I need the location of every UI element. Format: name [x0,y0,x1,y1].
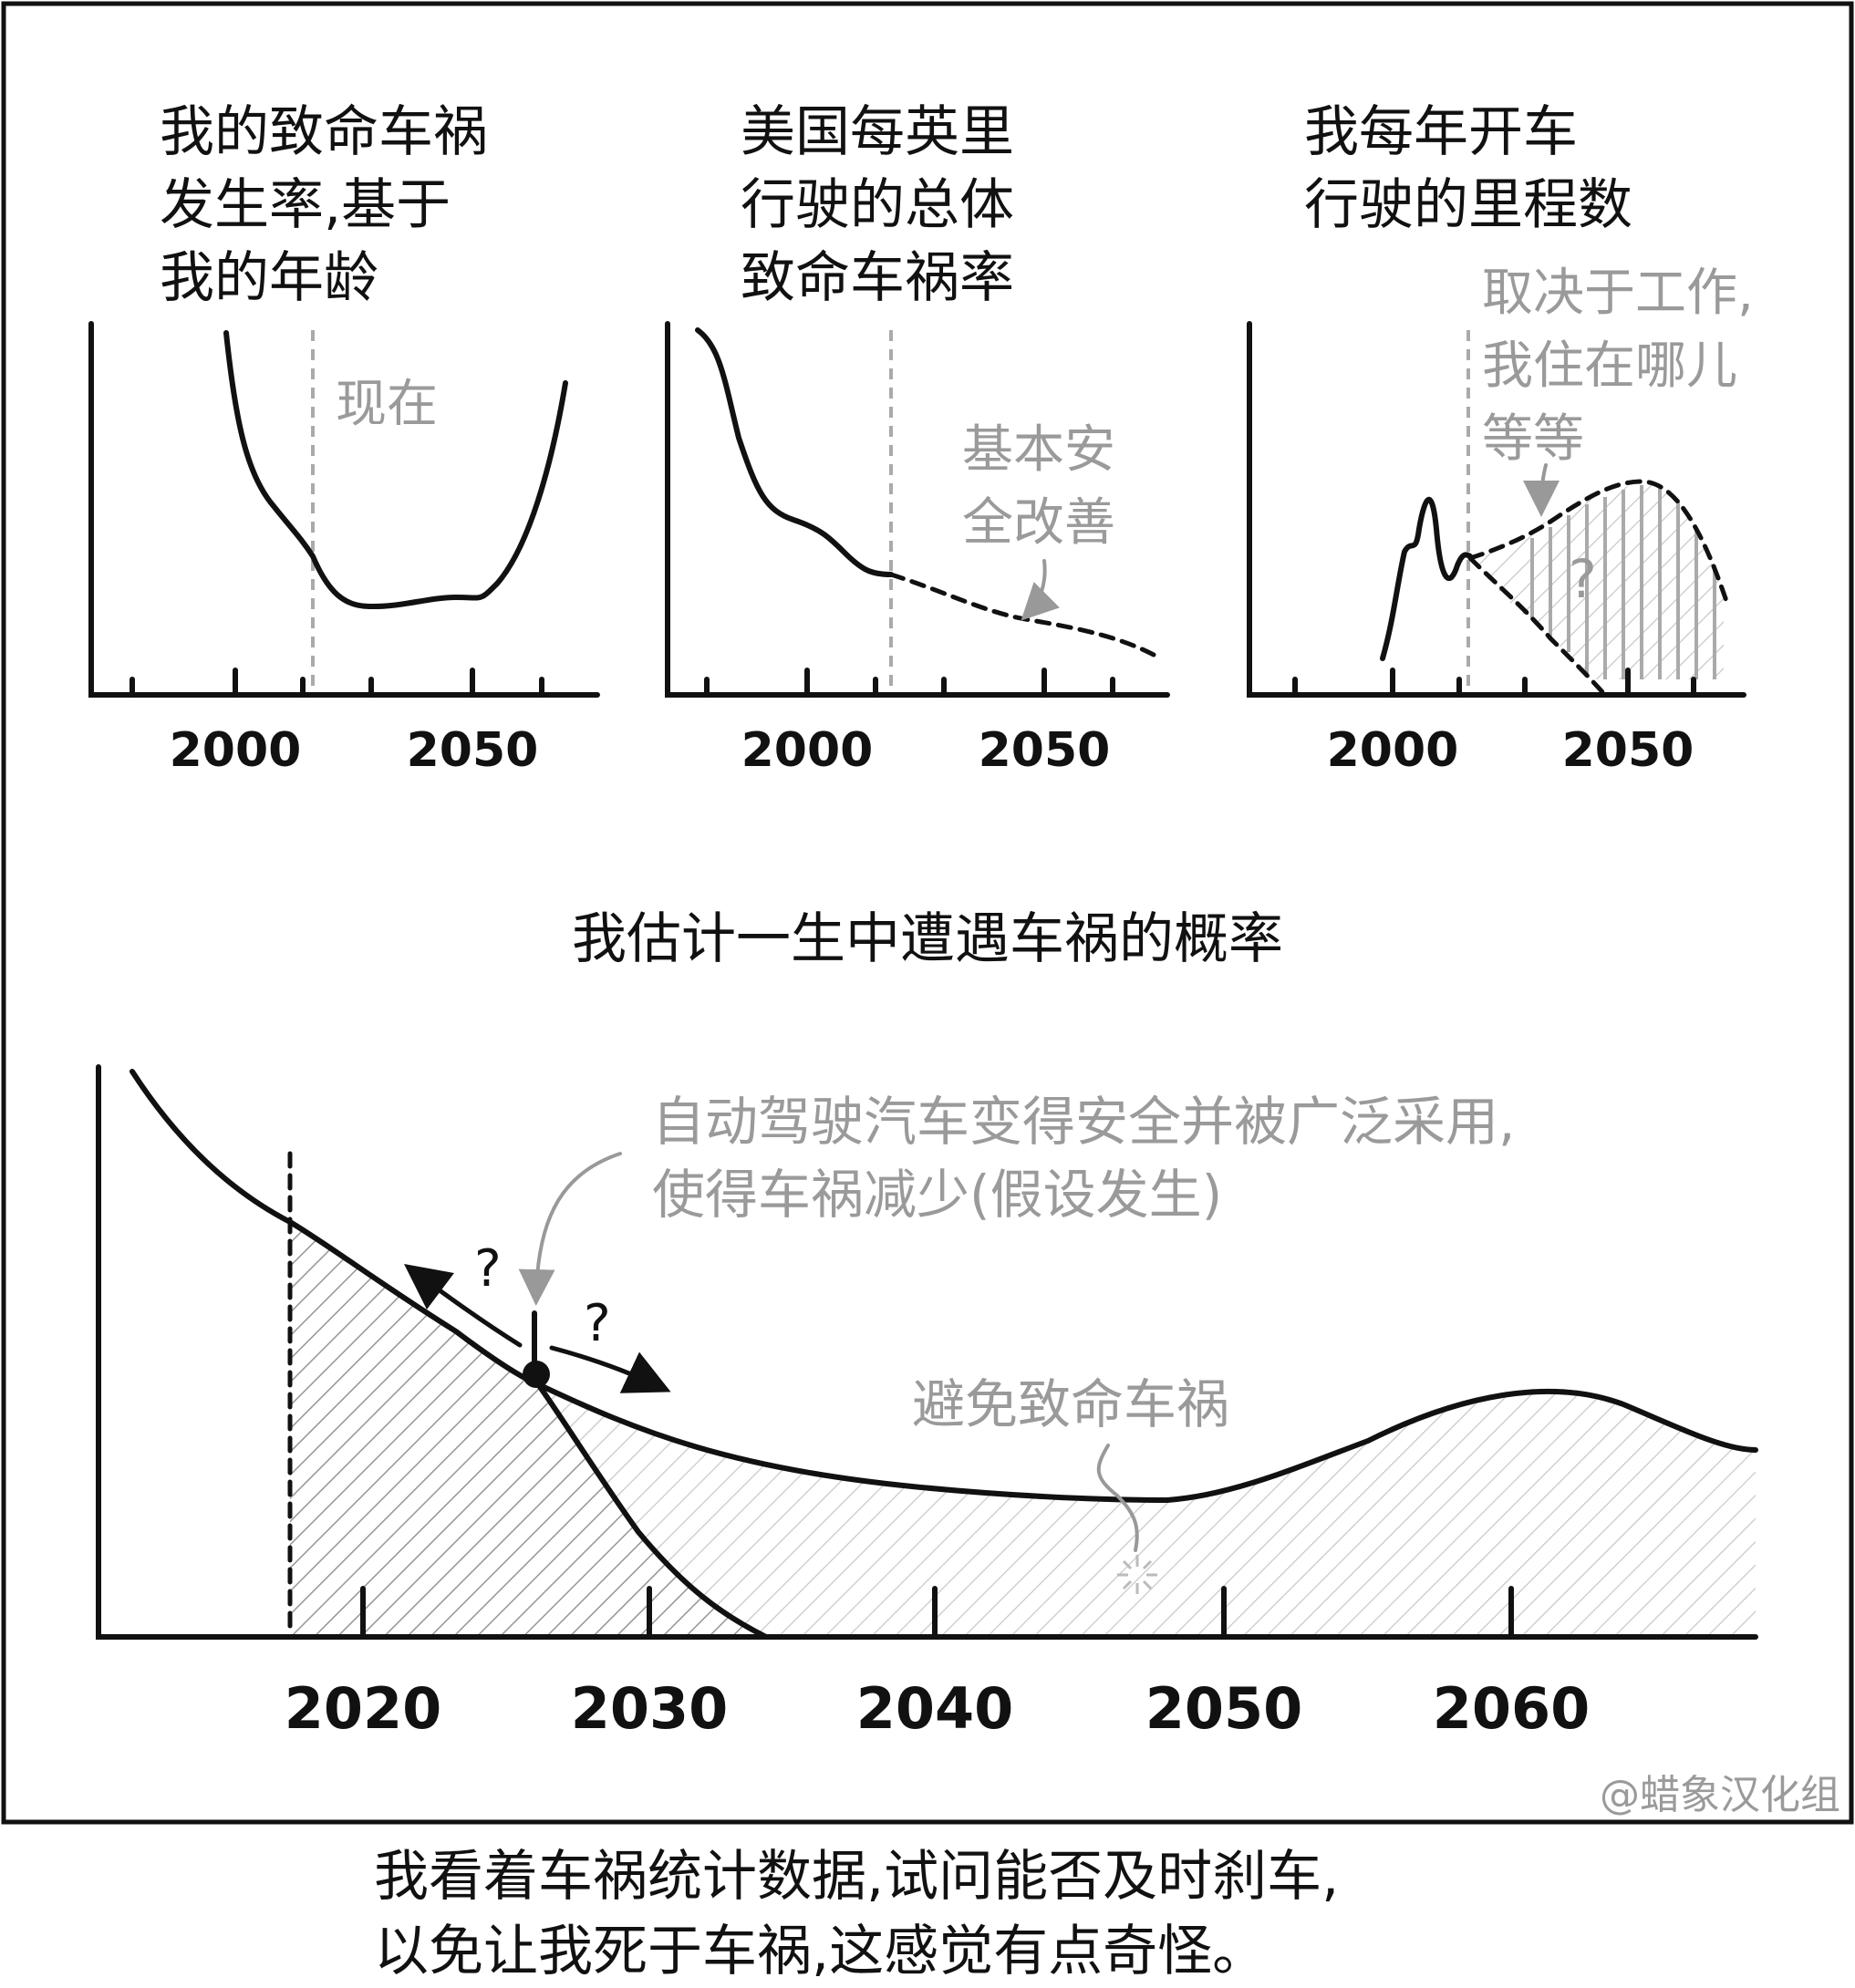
credit-label: @蜡象汉化组 [1600,1772,1840,1818]
main-tick-2020: 2020 [285,1675,442,1742]
main-arrow-right [549,1345,671,1393]
main-annotation-line1: 自动驾驶汽车变得安全并被广泛采用, [652,1091,1515,1153]
chart3-lower-dashed [1467,555,1608,698]
main-avoided-area [290,1222,1756,1637]
chart2-axis [665,321,1170,698]
chart3-solid-curve [1380,496,1473,661]
main-tick-2060: 2060 [1433,1675,1591,1742]
main-avoided-label: 避免致命车祸 [912,1373,1229,1435]
chart1-title-line2: 发生率,基于 [160,173,451,237]
main-probability-area [290,1222,766,1637]
main-burst-icon [1117,1555,1157,1594]
chart2-tick-2000: 2000 [741,723,874,778]
chart3-tick-2050: 2050 [1562,723,1694,778]
chart1-tick-2000: 2000 [170,723,302,778]
main-curve [130,1069,1758,1503]
chart3-question-mark: ? [1569,548,1597,610]
chart-miles-driven: 我每年开车 行驶的里程数 取决于工作, 我住在哪儿 等等 ? [1247,100,1754,778]
chart1-curve [223,330,568,610]
panel-border [1,1,1854,1825]
chart1-ticks [130,668,544,698]
chart3-tick-2000: 2000 [1327,723,1459,778]
caption-line2: 以免让我死于车祸,这感觉有点奇怪。 [374,1920,1267,1983]
main-arrow-left [403,1264,523,1348]
chart2-annotation-line1: 基本安 [962,420,1115,480]
chart2-tick-2050: 2050 [979,723,1111,778]
main-annotation-arrow [518,1152,622,1306]
main-avoided-pointer [1096,1444,1139,1552]
chart3-annotation-line3: 等等 [1482,409,1584,469]
main-annotation-line2: 使得车祸减少(假设发生) [652,1164,1222,1226]
main-ticks [360,1586,1514,1640]
chart3-vertical-hatch [1530,485,1716,679]
main-point [523,1361,550,1388]
chart2-title-line1: 美国每英里 [741,100,1014,164]
chart1-title-line1: 我的致命车祸 [160,100,488,164]
chart3-upper-dashed [1467,479,1731,609]
chart1-title-line3: 我的年龄 [160,246,378,310]
main-kink-curve [535,1382,769,1640]
chart2-ticks [704,668,1115,698]
main-axis [96,1064,1758,1640]
main-tick-2050: 2050 [1145,1675,1303,1742]
chart1-axis [88,321,600,698]
chart3-title-line1: 我每年开车 [1304,100,1578,164]
chart3-ticks [1292,668,1696,698]
chart2-solid-curve [695,327,894,577]
chart2-title-line3: 致命车祸率 [741,246,1014,310]
main-question-right: ? [584,1294,611,1353]
caption-line1: 我看着车祸统计数据,试问能否及时刹车, [374,1845,1339,1909]
chart3-annotation-arrow [1523,463,1560,517]
chart3-axis [1247,321,1746,698]
chart-age-fatality: 我的致命车祸 发生率,基于 我的年龄 现在 2000 2050 [88,100,600,778]
chart-us-fatality-rate: 美国每英里 行驶的总体 致命车祸率 基本安 全改善 2000 2050 [665,100,1170,778]
chart3-annotation-line1: 取决于工作, [1482,264,1754,323]
chart2-dashed-curve [888,572,1156,657]
chart2-title-line2: 行驶的总体 [741,173,1014,237]
chart1-tick-2050: 2050 [407,723,539,778]
chart1-now-label: 现在 [336,375,438,434]
chart3-annotation-line2: 我住在哪儿 [1482,337,1737,396]
main-question-left: ? [474,1239,502,1299]
chart2-annotation-arrow [1021,559,1060,621]
chart3-title-line2: 行驶的里程数 [1304,173,1632,237]
chart2-annotation-line2: 全改善 [962,493,1115,553]
main-chart-title: 我估计一生中遭遇车祸的概率 [572,907,1283,971]
main-tick-2040: 2040 [856,1675,1014,1742]
main-tick-2030: 2030 [571,1675,729,1742]
chart-lifetime-probability: 我估计一生中遭遇车祸的概率 ? ? 自动驾驶汽车变得安全并被广泛采用, 使得车祸… [96,907,1758,1742]
